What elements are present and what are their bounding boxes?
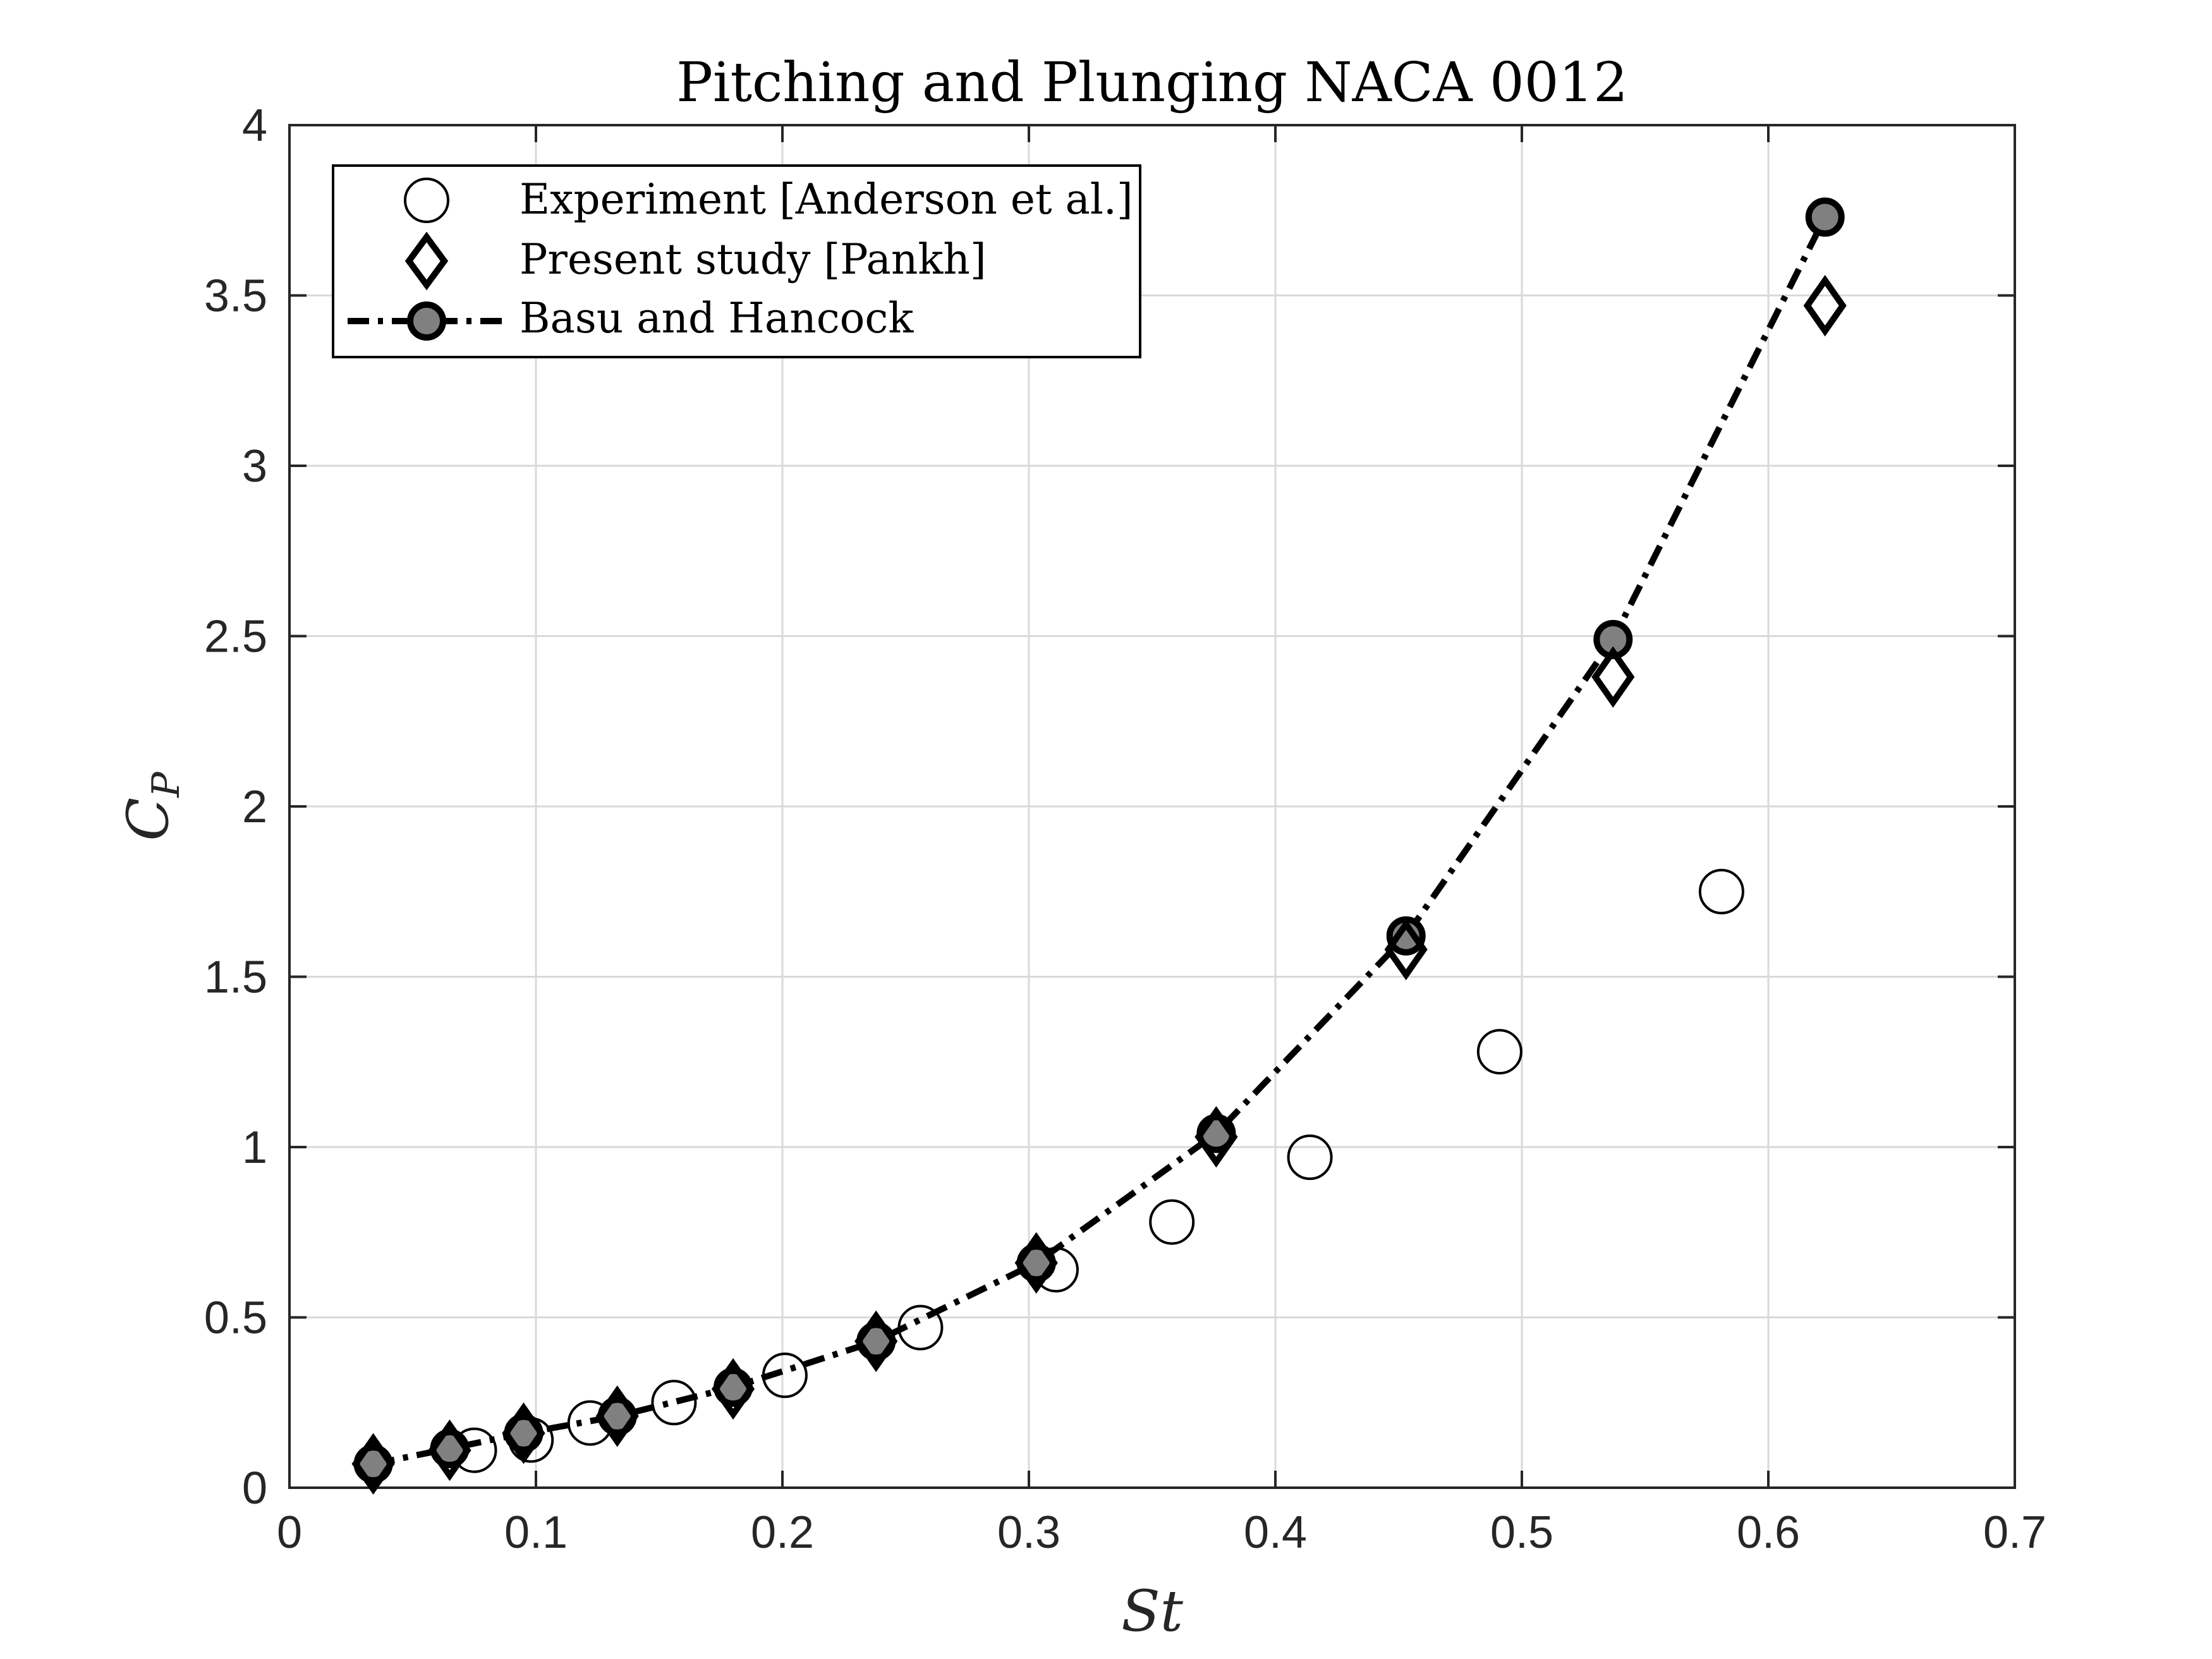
y-tick-label: 1	[242, 1122, 267, 1173]
x-tick-label: 0.6	[1737, 1507, 1800, 1558]
y-tick-label: 3.5	[204, 271, 267, 322]
x-tick-label: 0	[277, 1507, 302, 1558]
legend-entry-present-study: Present study [Pankh]	[520, 235, 987, 284]
present-study-point	[1384, 918, 1428, 981]
present-study-point	[595, 1385, 639, 1447]
ticks: 0 0.1 0.2 0.3 0.4 0.5 0.6 0.7 0 0.5 1 1.5 2 2.5 3 3.5 4	[204, 100, 2046, 1558]
chart-title: Pitching and Plunging NACA 0012	[676, 51, 1628, 114]
legend-entry-experiment: Experiment [Anderson et al.]	[520, 175, 1133, 224]
y-tick-label: 0.5	[204, 1293, 267, 1344]
legend-icon-present-study	[404, 231, 449, 291]
present-study-point	[502, 1402, 545, 1464]
present-study-point	[1803, 274, 1847, 337]
y-axis-label-main: C	[115, 798, 181, 841]
present-study-point	[1194, 1106, 1238, 1168]
present-study-point	[351, 1433, 395, 1495]
present-study-point	[1014, 1232, 1058, 1294]
present-study-point	[1591, 646, 1635, 708]
x-tick-label: 0.4	[1244, 1507, 1307, 1558]
svg-text:CP: CP	[115, 771, 188, 841]
experiment-point	[1698, 868, 1744, 915]
x-tick-label: 0.3	[997, 1507, 1060, 1558]
experiment-point	[1149, 1199, 1195, 1245]
y-tick-label: 0	[242, 1463, 267, 1514]
present-study-point	[711, 1358, 755, 1420]
y-tick-label: 2.5	[204, 612, 267, 662]
experiment-point	[1287, 1134, 1333, 1181]
experiment-point	[651, 1380, 697, 1426]
legend-icons	[348, 178, 506, 341]
series-present-study	[351, 274, 1847, 1495]
experiment-point	[1476, 1029, 1522, 1075]
y-tick-label: 1.5	[204, 952, 267, 1003]
x-axis-label: St	[1121, 1578, 1184, 1644]
legend: Experiment [Anderson et al.] Present stu…	[332, 164, 1141, 358]
legend-entry-basu-hancock: Basu and Hancock	[520, 294, 914, 343]
series-basu-hancock	[353, 197, 1845, 1484]
series-layer	[351, 197, 1847, 1495]
y-tick-label: 3	[242, 441, 267, 492]
x-tick-label: 0.5	[1490, 1507, 1553, 1558]
present-study-point	[854, 1310, 898, 1372]
series-experiment	[451, 868, 1744, 1473]
x-tick-label: 0.7	[1983, 1507, 2046, 1558]
legend-icon-basu-hancock-marker	[407, 301, 446, 341]
y-axis-label-sub: P	[144, 771, 188, 798]
x-tick-label: 0.1	[504, 1507, 568, 1558]
basu-hancock-line	[372, 216, 1828, 1468]
basu-hancock-point	[1805, 197, 1845, 237]
y-tick-label: 4	[242, 100, 267, 151]
x-tick-label: 0.2	[751, 1507, 814, 1558]
legend-icon-experiment	[404, 178, 449, 223]
present-study-point	[428, 1419, 471, 1481]
y-tick-label: 2	[242, 782, 267, 832]
y-axis-label: CP	[115, 771, 188, 841]
legend-box	[332, 164, 1141, 358]
